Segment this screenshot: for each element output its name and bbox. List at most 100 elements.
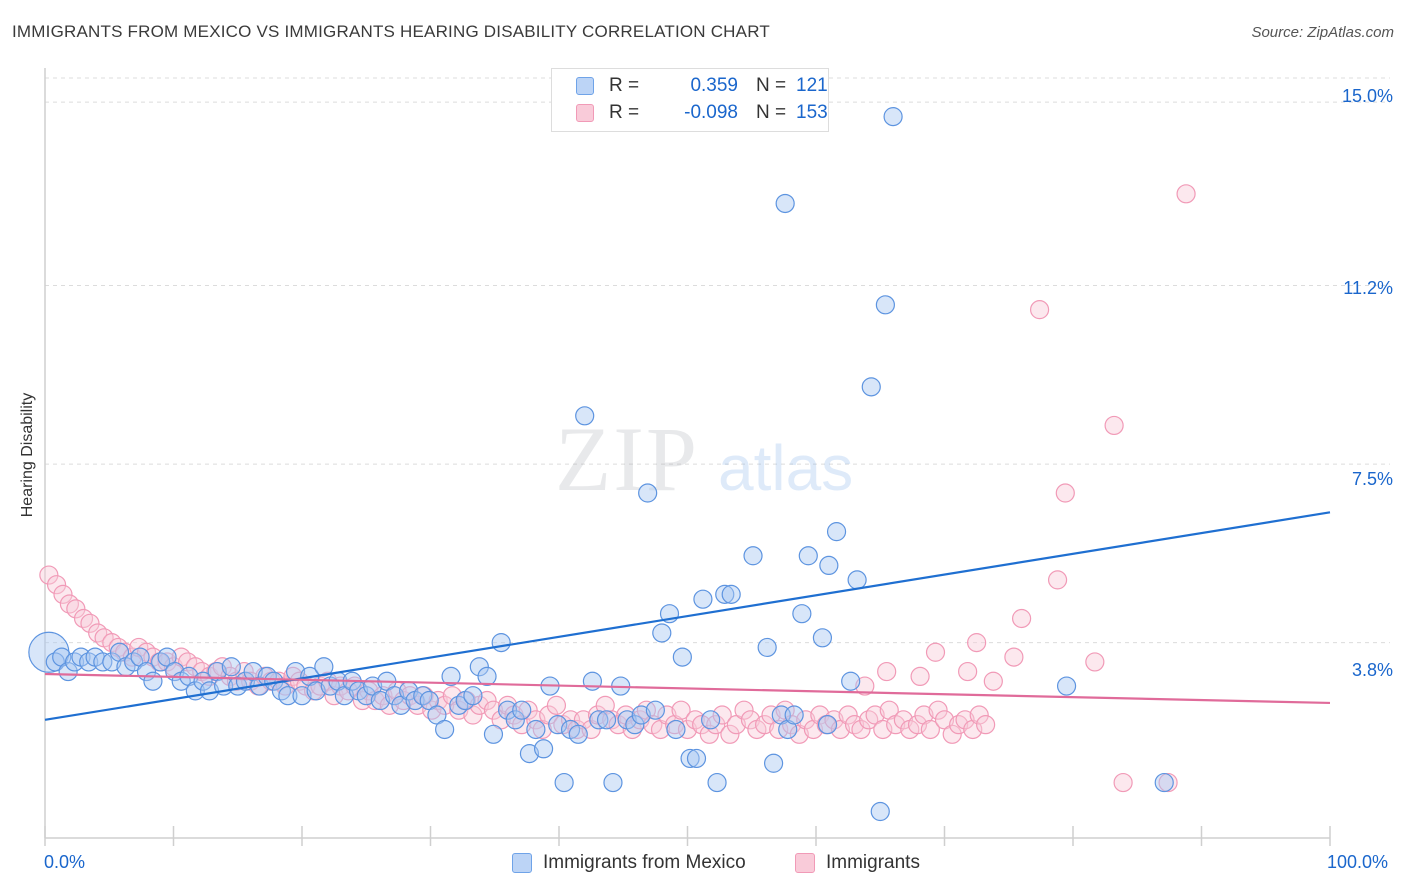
data-point (39, 565, 59, 585)
data-point (1004, 647, 1024, 667)
legend-r-label: R = (609, 102, 640, 123)
data-point (967, 633, 987, 653)
y-tick-label-15: 15.0% (1341, 86, 1393, 106)
data-point (841, 671, 861, 691)
data-point (701, 710, 721, 730)
data-point (784, 705, 804, 725)
legend-r-label: R = (609, 75, 640, 96)
data-point (324, 686, 344, 706)
legend-r-value: -0.098 (684, 102, 738, 123)
data-point (58, 661, 78, 682)
data-point (851, 719, 871, 740)
data-point (548, 715, 568, 735)
data-point (873, 719, 893, 740)
data-point (505, 710, 525, 730)
data-point (512, 700, 532, 720)
data-point (893, 710, 913, 730)
data-point (1056, 676, 1077, 696)
data-point (631, 705, 651, 725)
data-point (763, 753, 784, 773)
data-point (707, 772, 727, 793)
data-point (573, 710, 594, 730)
data-point (449, 700, 469, 720)
data-point (792, 604, 812, 624)
trend-lines (44, 511, 1331, 721)
data-point (519, 744, 540, 764)
data-point (80, 613, 100, 633)
data-point (983, 671, 1003, 691)
data-point (498, 700, 518, 720)
data-point (477, 690, 497, 711)
y-tick-label-11-2: 11.2% (1343, 278, 1393, 298)
source-credit: Source: ZipAtlas.com (1251, 24, 1394, 41)
data-point (306, 681, 326, 701)
data-point (608, 715, 628, 735)
data-point (483, 700, 504, 720)
data-point (692, 715, 712, 735)
x-tick-label-max: 100.0% (1327, 852, 1389, 872)
data-point (734, 700, 754, 720)
data-point (575, 406, 595, 426)
data-point (693, 589, 713, 609)
chart-title: IMMIGRANTS FROM MEXICO VS IMMIGRANTS HEA… (12, 22, 770, 41)
data-point (66, 599, 86, 619)
data-point (666, 719, 686, 740)
data-point (554, 772, 574, 793)
data-point (546, 695, 567, 715)
data-point (657, 705, 677, 725)
data-point (677, 719, 698, 740)
data-point (435, 695, 455, 715)
data-point (910, 666, 930, 687)
legend-n-value: 121 (796, 75, 828, 96)
data-point (775, 193, 795, 214)
data-point (435, 719, 455, 740)
series-legend-label: Immigrants from Mexico (543, 852, 746, 873)
data-point (589, 710, 609, 730)
data-point (757, 637, 777, 658)
data-point (958, 661, 978, 682)
data-point (826, 522, 847, 542)
data-point (526, 710, 546, 730)
data-point (1011, 608, 1032, 629)
data-point (356, 686, 376, 706)
data-point (838, 705, 858, 725)
data-point (1154, 772, 1174, 793)
data-point (469, 657, 489, 677)
data-point (292, 686, 312, 706)
data-point (810, 705, 830, 725)
data-point (568, 724, 588, 744)
x-tick-label-min: 0.0% (44, 852, 86, 872)
data-point (743, 546, 763, 566)
legend-r-value: 0.359 (690, 75, 738, 96)
data-point (1104, 415, 1124, 436)
data-point (533, 739, 554, 759)
data-point (596, 710, 617, 730)
data-point (754, 715, 775, 735)
data-point (740, 710, 761, 730)
data-point (817, 715, 838, 735)
data-point (483, 724, 504, 744)
data-point (102, 652, 122, 672)
data-point (1113, 772, 1133, 793)
series-mexico-points (28, 107, 1174, 822)
data-point (883, 107, 903, 127)
legend-swatch-blue (512, 853, 532, 873)
legend-swatch-pink (576, 104, 594, 122)
grid-lines (45, 77, 1390, 644)
data-point (976, 715, 996, 735)
data-point (877, 661, 897, 682)
data-point (645, 700, 665, 720)
series-legend: Immigrants from Mexico Immigrants (0, 850, 1406, 878)
legend-swatch-blue (576, 77, 594, 95)
data-point (699, 724, 719, 744)
axes (44, 68, 1331, 846)
data-point (928, 700, 948, 720)
data-point (796, 710, 816, 730)
data-point (861, 377, 881, 397)
data-point (603, 772, 623, 793)
y-tick-label-3-8: 3.8% (1351, 660, 1393, 680)
watermark-zip: ZIP (555, 408, 699, 510)
data-point (847, 570, 867, 590)
data-point (671, 700, 691, 720)
data-point (625, 715, 645, 735)
